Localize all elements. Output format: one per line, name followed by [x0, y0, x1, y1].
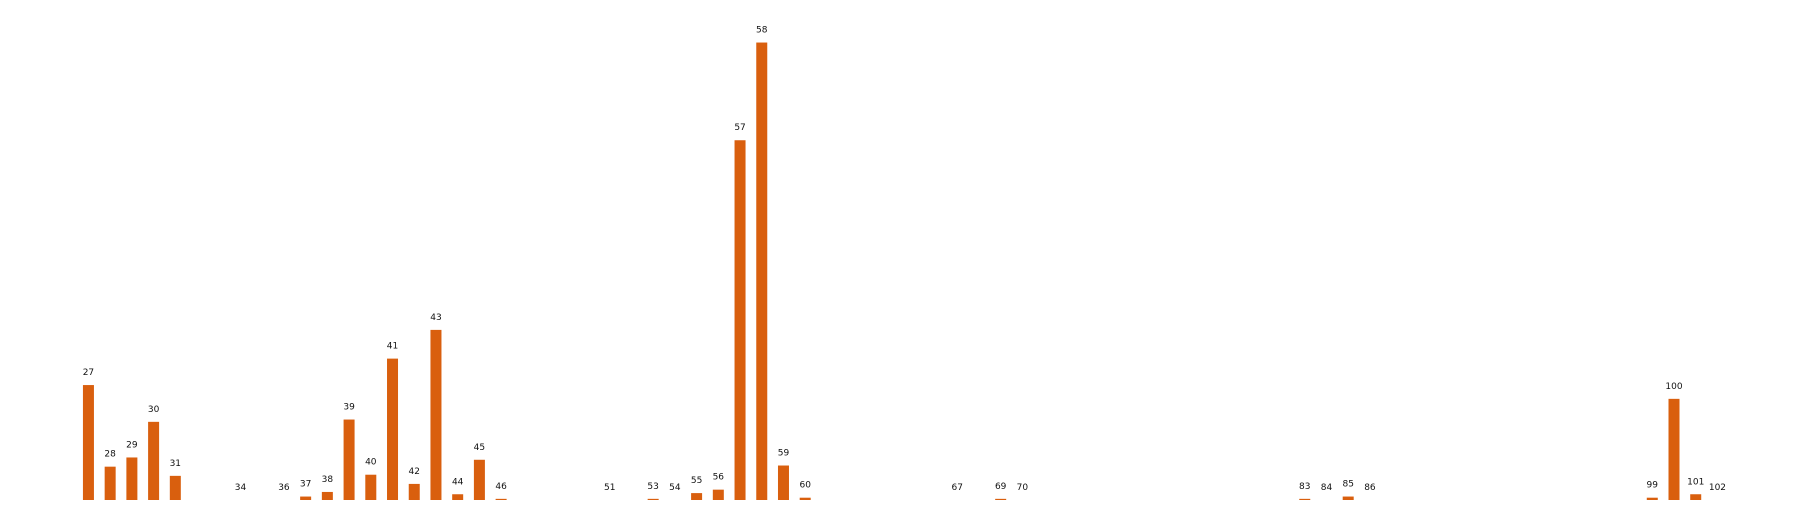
- bar-45: [473, 459, 485, 500]
- bar-label-60: 60: [799, 481, 811, 491]
- bar-label-101: 101: [1687, 477, 1704, 487]
- bar-label-29: 29: [126, 440, 138, 450]
- bar-83: [1299, 498, 1311, 500]
- bar-label-59: 59: [778, 449, 790, 459]
- bar-label-86: 86: [1364, 483, 1376, 493]
- bar-46: [495, 498, 507, 500]
- bar-label-70: 70: [1017, 483, 1029, 493]
- bar-label-30: 30: [148, 405, 160, 415]
- bar-39: [343, 419, 355, 500]
- bar-label-54: 54: [669, 483, 681, 493]
- bar-57: [734, 140, 746, 501]
- bar-label-56: 56: [713, 473, 725, 483]
- bar-55: [691, 493, 703, 500]
- bar-60: [799, 497, 811, 500]
- bar-28: [104, 466, 116, 500]
- bar-41: [387, 358, 399, 500]
- bar-label-38: 38: [322, 475, 334, 485]
- bar-label-99: 99: [1647, 481, 1659, 491]
- bar-59: [777, 465, 789, 500]
- bar-42: [408, 483, 420, 500]
- bar-29: [126, 457, 138, 500]
- bar-label-37: 37: [300, 480, 311, 490]
- bar-label-51: 51: [604, 483, 615, 493]
- bar-label-69: 69: [995, 482, 1007, 492]
- bar-label-42: 42: [409, 467, 420, 477]
- bar-58: [756, 42, 768, 500]
- bar-label-67: 67: [952, 483, 963, 493]
- bar-label-31: 31: [170, 459, 181, 469]
- bar-label-58: 58: [756, 26, 768, 36]
- bar-label-57: 57: [734, 123, 745, 133]
- bar-101: [1690, 494, 1702, 500]
- bar-label-44: 44: [452, 477, 464, 487]
- bar-69: [995, 498, 1007, 500]
- bar-label-100: 100: [1665, 382, 1682, 392]
- bar-label-41: 41: [387, 342, 398, 352]
- bar-44: [452, 494, 464, 500]
- bar-label-46: 46: [495, 482, 507, 492]
- bar-53: [647, 498, 659, 500]
- bar-label-27: 27: [83, 368, 94, 378]
- bar-label-39: 39: [343, 403, 355, 413]
- bar-43: [430, 329, 442, 500]
- bar-27: [82, 385, 94, 500]
- bar-label-102: 102: [1709, 483, 1726, 493]
- bar-label-45: 45: [474, 443, 485, 453]
- bar-label-84: 84: [1321, 483, 1333, 493]
- bar-99: [1646, 497, 1658, 500]
- bar-label-53: 53: [647, 482, 658, 492]
- bar-label-34: 34: [235, 483, 247, 493]
- bar-100: [1668, 398, 1680, 500]
- bar-label-28: 28: [104, 450, 116, 460]
- bar-38: [321, 491, 333, 500]
- bar-31: [169, 475, 181, 500]
- bar-label-36: 36: [278, 483, 290, 493]
- bar-label-43: 43: [430, 313, 441, 323]
- bar-56: [712, 489, 724, 500]
- bar-37: [300, 496, 312, 500]
- bar-30: [148, 421, 160, 500]
- bar-label-55: 55: [691, 476, 702, 486]
- bar-label-40: 40: [365, 458, 377, 468]
- bar-label-83: 83: [1299, 482, 1310, 492]
- bar-label-85: 85: [1342, 480, 1353, 490]
- bar-40: [365, 474, 377, 500]
- bar-85: [1342, 496, 1354, 500]
